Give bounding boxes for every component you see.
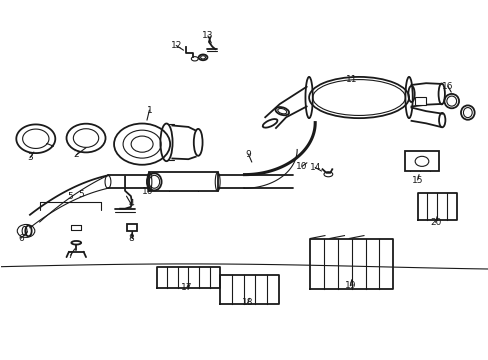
Text: 5: 5 (78, 190, 84, 199)
Text: 6: 6 (18, 234, 24, 243)
Text: 3: 3 (27, 153, 33, 162)
Bar (405, 151, 438, 171)
Bar (415, 97, 425, 105)
Ellipse shape (308, 77, 408, 118)
Text: 11: 11 (346, 75, 357, 84)
Bar (127, 224, 137, 231)
Text: 9: 9 (245, 150, 251, 159)
Text: 2: 2 (73, 150, 79, 159)
Text: 15: 15 (411, 176, 423, 185)
Text: 18: 18 (242, 298, 253, 307)
Text: 12: 12 (170, 41, 182, 50)
Bar (149, 172, 217, 191)
Text: 13: 13 (202, 31, 213, 40)
Text: 1: 1 (146, 105, 152, 114)
Text: 7: 7 (67, 251, 73, 260)
Text: 5: 5 (67, 192, 73, 201)
Text: 14: 14 (309, 163, 320, 172)
Text: 20: 20 (429, 218, 441, 227)
Text: 16: 16 (441, 82, 453, 91)
Text: 17: 17 (181, 283, 192, 292)
Text: 8: 8 (128, 234, 134, 243)
Text: 19: 19 (344, 281, 355, 290)
Text: 4: 4 (128, 199, 133, 208)
Text: 10: 10 (296, 162, 307, 171)
Text: 10: 10 (142, 187, 153, 196)
